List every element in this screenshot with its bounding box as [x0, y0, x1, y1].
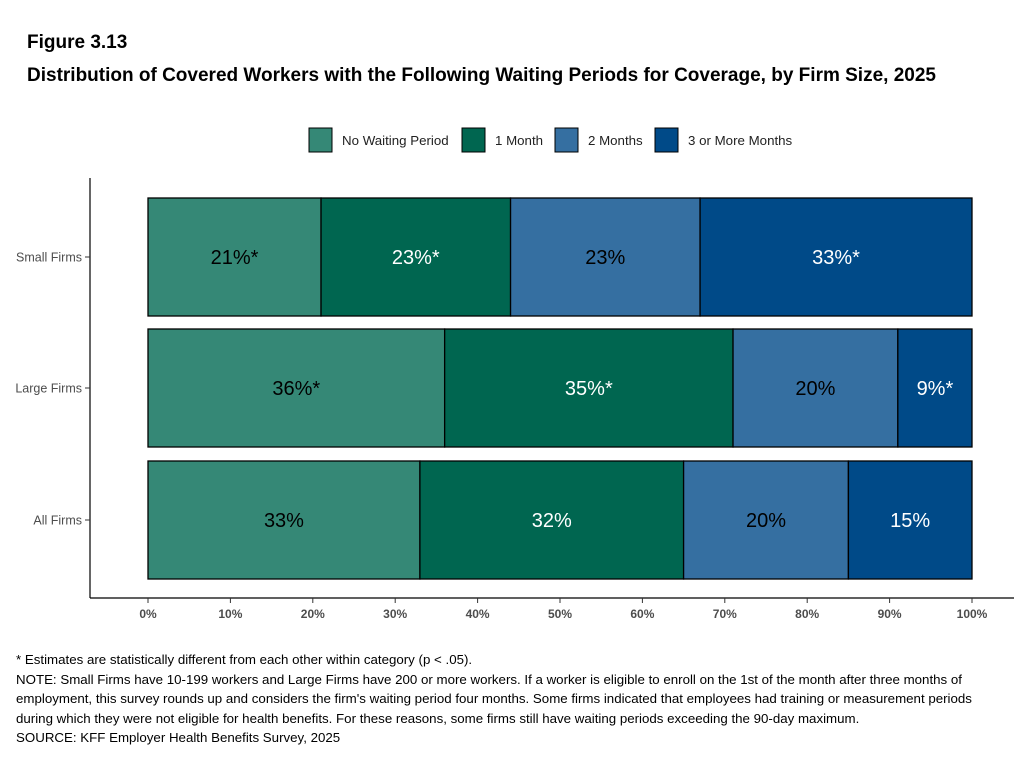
bar-large-firms-no-waiting-period [147, 328, 446, 448]
bar-all-firms-3-or-more-months [847, 460, 973, 580]
figure-label: Figure 3.13 [27, 32, 128, 53]
data-label: 20% [746, 510, 786, 532]
x-tick-label: 90% [878, 607, 902, 621]
legend-label-3-or-more-months: 3 or More Months [688, 133, 793, 148]
x-tick-label: 100% [957, 607, 988, 621]
legend-swatch-3-or-more-months [654, 127, 679, 153]
x-tick-label: 60% [630, 607, 654, 621]
data-label: 23%* [392, 247, 440, 269]
bar-small-firms-1-month [320, 197, 512, 317]
data-label: 21%* [211, 247, 259, 269]
legend-swatch-2-months [554, 127, 579, 153]
chart-notes: * Estimates are statistically different … [16, 650, 1006, 748]
bar-all-firms-2-months [682, 460, 850, 580]
methodology-note: NOTE: Small Firms have 10-199 workers an… [16, 671, 972, 726]
bar-all-firms-no-waiting-period [147, 460, 421, 580]
data-label: 33% [264, 510, 304, 532]
data-label: 15% [890, 510, 930, 532]
legend-swatch-1-month [461, 127, 486, 153]
category-label-small-firms: Small Firms [16, 251, 82, 265]
x-tick-label: 30% [383, 607, 407, 621]
bar-all-firms-1-month [419, 460, 685, 580]
bar-small-firms-2-months [509, 197, 701, 317]
bar-large-firms-2-months [732, 328, 899, 448]
data-label: 9%* [917, 378, 954, 400]
significance-note: * Estimates are statistically different … [16, 652, 473, 667]
data-label: 33%* [812, 247, 860, 269]
source-note: SOURCE: KFF Employer Health Benefits Sur… [16, 730, 341, 745]
legend-swatch-no-waiting-period [308, 127, 333, 153]
x-tick-label: 0% [139, 607, 157, 621]
stacked-bar-chart: No Waiting Period 1 Month 2 Months 3 or Mor… [15, 127, 1014, 621]
data-label: 35%* [565, 378, 613, 400]
data-label: 32% [532, 510, 572, 532]
legend-label-1-month: 1 Month [495, 133, 543, 148]
legend-label-no-waiting-period: No Waiting Period [342, 133, 449, 148]
x-tick-label: 40% [466, 607, 490, 621]
data-label: 23% [585, 247, 625, 269]
bar-large-firms-3-or-more-months [897, 328, 973, 448]
bar-small-firms-3-or-more-months [699, 197, 973, 317]
bar-small-firms-no-waiting-period [147, 197, 322, 317]
x-tick-label: 50% [548, 607, 572, 621]
category-label-all-firms: All Firms [33, 514, 82, 528]
x-tick-label: 10% [218, 607, 242, 621]
x-tick-label: 80% [795, 607, 819, 621]
category-label-large-firms: Large Firms [15, 382, 82, 396]
data-label: 36%* [272, 378, 320, 400]
bar-large-firms-1-month [443, 328, 734, 448]
x-tick-label: 20% [301, 607, 325, 621]
legend-label-2-months: 2 Months [588, 133, 643, 148]
x-tick-label: 70% [713, 607, 737, 621]
chart-title: Distribution of Covered Workers with the… [27, 65, 936, 86]
data-label: 20% [795, 378, 835, 400]
